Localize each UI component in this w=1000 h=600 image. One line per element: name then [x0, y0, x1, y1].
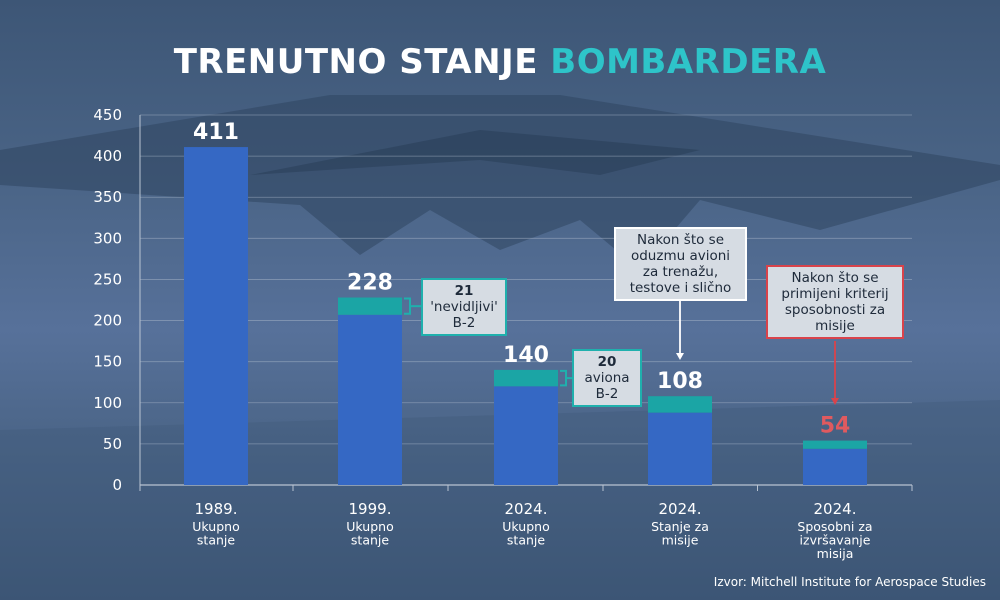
y-tick-label: 300: [93, 229, 122, 247]
x-tick-sublabel: misije: [662, 533, 699, 548]
x-tick-sublabel: Stanje za: [651, 519, 709, 534]
y-tick-label: 150: [93, 353, 122, 371]
annotation-text: misije: [815, 318, 855, 334]
x-tick-label: 2024.: [659, 500, 702, 518]
bracket: [404, 297, 411, 315]
x-tick-sublabel: stanje: [197, 533, 235, 548]
y-tick-label: 0: [112, 476, 122, 494]
bracket: [560, 369, 567, 387]
bar: [803, 448, 867, 485]
data-label: 411: [193, 120, 239, 145]
annotation-text: oduzmu avioni: [630, 248, 731, 264]
x-tick-sublabel: stanje: [351, 533, 389, 548]
arrow-red-head: [831, 398, 839, 405]
annotation-text: 'nevidljivi': [430, 299, 498, 315]
x-tick-sublabel: stanje: [507, 533, 545, 548]
data-label: 54: [820, 414, 851, 439]
annotation-text: aviona: [584, 370, 630, 386]
annotation-box: 21'nevidljivi' B-2: [421, 278, 507, 336]
y-tick-label: 200: [93, 312, 122, 330]
chart-title: TRENUTNO STANJE BOMBARDERA: [0, 42, 1000, 82]
y-tick-label: 50: [103, 435, 122, 453]
x-tick-label: 2024.: [814, 500, 857, 518]
x-tick-sublabel: izvršavanje: [800, 533, 871, 548]
bar: [184, 147, 248, 486]
annotation-number: 21: [454, 283, 474, 299]
x-tick-label: 1999.: [349, 500, 392, 518]
x-tick-sublabel: Ukupno: [346, 519, 393, 534]
data-label: 140: [503, 343, 549, 368]
annotation-text: sposobnosti za: [784, 302, 886, 318]
x-tick-sublabel: Sposobni za: [797, 519, 872, 534]
x-tick-sublabel: Ukupno: [192, 519, 239, 534]
annotation-number: 20: [597, 354, 617, 370]
x-tick-sublabel: misija: [817, 546, 854, 561]
x-tick-label: 1989.: [195, 500, 238, 518]
title-part2: BOMBARDERA: [550, 42, 827, 82]
title-part1: TRENUTNO STANJE: [173, 42, 538, 82]
annotation-text: B-2: [452, 315, 476, 331]
y-tick-label: 450: [93, 106, 122, 124]
arrow-head: [676, 353, 684, 360]
bar-top-segment: [494, 369, 558, 387]
y-tick-label: 100: [93, 394, 122, 412]
bar-top-segment: [803, 440, 867, 449]
data-label: 228: [347, 271, 393, 296]
bar: [494, 386, 558, 485]
annotation-box: 20 aviona B-2: [572, 349, 642, 407]
annotation-box: Nakon što se primijeni kriterij sposobnost…: [766, 265, 904, 339]
bar-top-segment: [648, 396, 712, 413]
bar: [338, 314, 402, 485]
bar: [648, 412, 712, 485]
y-tick-label: 250: [93, 270, 122, 288]
data-label: 108: [657, 369, 703, 394]
annotation-text: B-2: [595, 386, 619, 402]
annotation-text: primijeni kriterij: [781, 286, 889, 302]
x-tick-sublabel: Ukupno: [502, 519, 549, 534]
y-tick-label: 400: [93, 147, 122, 165]
annotation-text: za trenažu,: [642, 264, 719, 280]
bar-top-segment: [338, 297, 402, 315]
annotation-box: Nakon što se oduzmu avioni za trenažu, test…: [614, 227, 747, 301]
y-tick-label: 350: [93, 188, 122, 206]
annotation-text: Nakon što se: [636, 232, 725, 248]
x-tick-label: 2024.: [505, 500, 548, 518]
source-note: Izvor: Mitchell Institute for Aerospace …: [713, 575, 986, 589]
annotation-text: Nakon što se: [791, 270, 879, 286]
annotation-text: testove i slično: [629, 280, 732, 296]
